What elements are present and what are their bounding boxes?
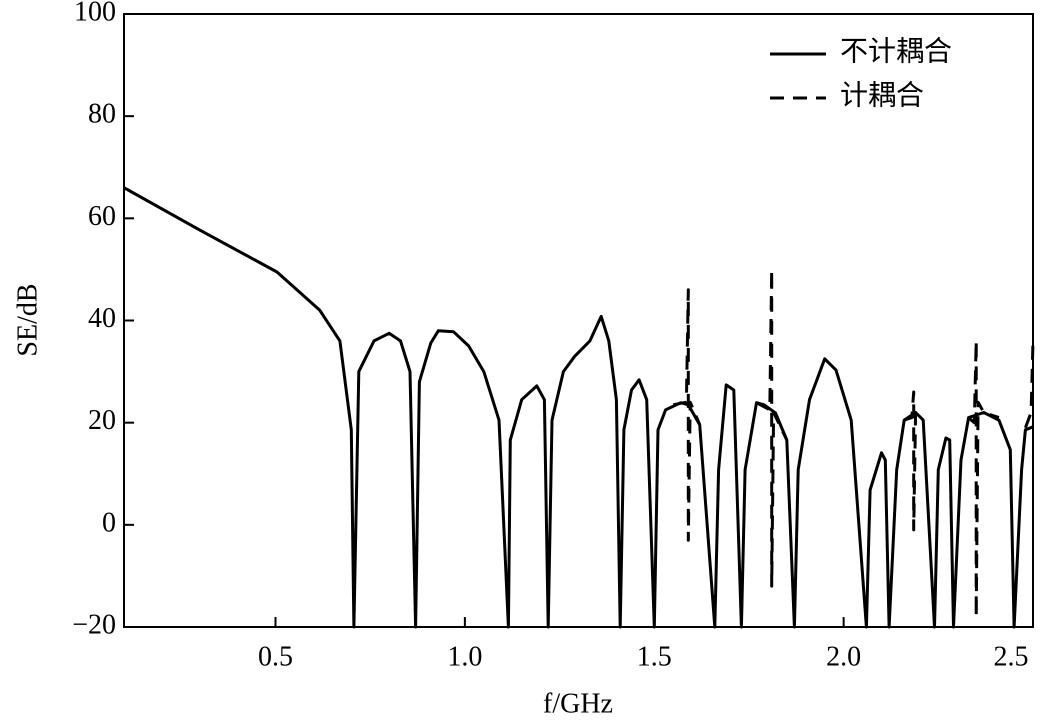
y-tick-label: 60 — [88, 201, 116, 232]
legend-label: 计耦合 — [840, 79, 924, 111]
x-tick-label: 2.0 — [826, 641, 861, 672]
y-tick-label: 40 — [88, 303, 116, 334]
y-tick-label: −20 — [72, 609, 116, 640]
series-line — [123, 186, 1034, 629]
x-tick-label: 1.5 — [637, 641, 672, 672]
x-tick-label: 2.5 — [994, 641, 1029, 672]
x-tick-label: 1.0 — [447, 641, 482, 672]
x-axis-label: f/GHz — [543, 688, 613, 719]
y-tick-label: 80 — [88, 99, 116, 130]
series-line — [672, 267, 1035, 619]
y-tick-label: 0 — [102, 507, 116, 538]
x-tick-label: 0.5 — [258, 641, 293, 672]
legend-label: 不计耦合 — [840, 35, 952, 67]
y-axis-label: SE/dB — [12, 283, 43, 356]
y-tick-label: 100 — [74, 0, 116, 27]
y-tick-label: 20 — [88, 405, 116, 436]
